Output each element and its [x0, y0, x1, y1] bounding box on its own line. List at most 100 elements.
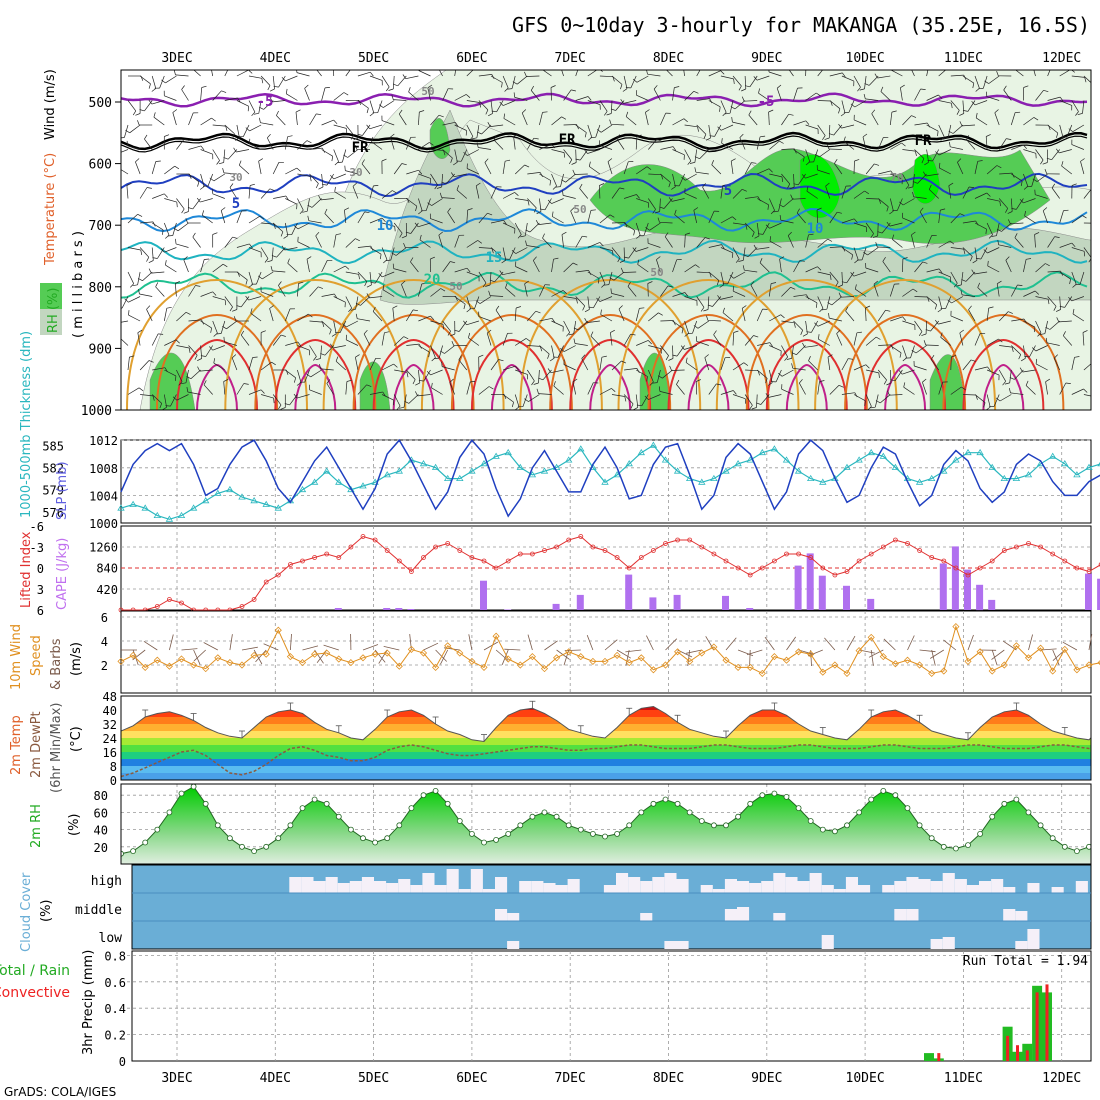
wind-barb [320, 198, 334, 201]
temp-contour-warm-lobe [982, 363, 1025, 410]
wind-barb [200, 149, 213, 155]
lifted-index-point [396, 558, 402, 564]
wind-barb-flag [213, 358, 216, 364]
wind-barb-flag [484, 158, 489, 163]
rh2m-point [590, 831, 596, 837]
wind-barb [321, 260, 328, 273]
wind-barb-flag [196, 197, 201, 203]
wind-barb [297, 140, 308, 150]
cloud-block [313, 881, 326, 893]
wind-barb [587, 271, 600, 279]
wind-barb-flag [1083, 388, 1088, 393]
rh2m-ylabel: 2m RH [29, 804, 44, 848]
wind-barb-flag [489, 279, 495, 283]
wind-barb [768, 394, 782, 398]
wind-barb-flag [889, 210, 894, 215]
wind-barb [1072, 313, 1085, 322]
wind10-barb [625, 649, 642, 653]
temp-contour-warm-lobe [352, 313, 475, 410]
wind-barb-flag [296, 382, 302, 386]
wind-barb-flag [414, 391, 418, 397]
rh2m-point [251, 848, 258, 854]
wind-barb [466, 124, 474, 137]
wind-barb-flag [733, 330, 739, 333]
wind-barb-flag [414, 222, 419, 228]
wind-barb [248, 185, 251, 199]
wind-barb [561, 234, 564, 248]
bottom-date-axis: 3DEC 4DEC 5DEC 6DEC 7DEC 8DEC 9DEC 10DEC 11DEC 12… [161, 1071, 1081, 1086]
wind-barb [692, 320, 698, 334]
wind-barb-flag [722, 307, 725, 313]
wind-barb [151, 247, 154, 261]
wind-barb-flag [722, 112, 727, 117]
wind-barb [309, 113, 317, 126]
wind-barb [599, 75, 613, 78]
wind-barb-flag [186, 376, 192, 380]
wind-barb-flag [620, 267, 624, 273]
upper-ylabel-rh: RH (%) [46, 288, 61, 333]
wind-barb-flag [415, 382, 420, 386]
wind-barb [295, 112, 298, 126]
wind-barb-flag [1088, 258, 1091, 263]
rh2m-point [214, 822, 221, 829]
precip-tick-label: 0.4 [104, 1002, 126, 1016]
precip-panel-frame [131, 950, 1092, 1062]
wind-barb-flag [572, 262, 578, 266]
wind-barb-flag [442, 324, 444, 330]
wind-barb [467, 149, 480, 156]
wind-barb [466, 271, 480, 277]
wind-barb [986, 222, 993, 235]
wind-barb [1005, 260, 1012, 273]
top-date-label: 11DEC [944, 51, 983, 66]
wind10-speed-point [976, 648, 984, 656]
wind-barb-flag [315, 231, 320, 237]
wind-barb [732, 75, 742, 87]
wind-barb-flag [504, 87, 509, 92]
wind-barb [998, 369, 1007, 382]
wind-barb-flag [673, 320, 676, 326]
wind-barb-flag [596, 297, 601, 302]
wind-barb-flag [695, 264, 700, 268]
rh2m-point [323, 800, 330, 807]
wind-barb-flag [693, 207, 699, 211]
wind-barb-flag [769, 342, 773, 347]
wind-barb-flag [853, 218, 858, 223]
wind-barb-flag [934, 304, 938, 310]
temp-contour-warm-lobe [420, 278, 603, 410]
wind-barb-flag [1061, 161, 1064, 167]
wind-barb-flag [237, 97, 241, 103]
wind-barb [1071, 215, 1083, 224]
wind-barb [164, 339, 177, 346]
wind-barb-flag [765, 393, 769, 398]
wind-barb-flag [767, 204, 769, 210]
wind-barb-flag [203, 380, 207, 385]
wind-barb-flag [923, 171, 927, 177]
wind-barb-flag [158, 333, 164, 335]
wind-barb-flag [719, 284, 724, 288]
wind10-speed-point [843, 669, 851, 677]
wind-barb-flag [280, 407, 286, 410]
wind-barb [418, 173, 431, 179]
wind-tick-label: 6 [101, 611, 108, 625]
wind-barb [1035, 90, 1044, 101]
rh2m-point [226, 835, 233, 842]
wind10-speed-point [710, 643, 718, 651]
wind-barb-flag [476, 131, 482, 135]
wind-barb-flag [320, 353, 326, 356]
wind-barb-flag [968, 186, 975, 188]
thickness-point [226, 485, 234, 493]
cloud-block [858, 885, 871, 893]
wind-barb-flag [566, 332, 570, 337]
wind-barb-flag [1051, 183, 1056, 189]
wind-barb [573, 320, 577, 334]
wind-barb-flag [996, 228, 1002, 232]
wind-barb [205, 345, 213, 357]
wind-barb-flag [181, 208, 185, 214]
wind-barb-flag [864, 83, 870, 86]
wind-barb [769, 222, 782, 229]
wind10-barb [824, 637, 836, 651]
wind-barb [769, 140, 780, 150]
wind-barb-flag [610, 288, 612, 294]
wind-barb-flag [382, 284, 385, 290]
bottom-date-label: 7DEC [555, 1071, 586, 1086]
